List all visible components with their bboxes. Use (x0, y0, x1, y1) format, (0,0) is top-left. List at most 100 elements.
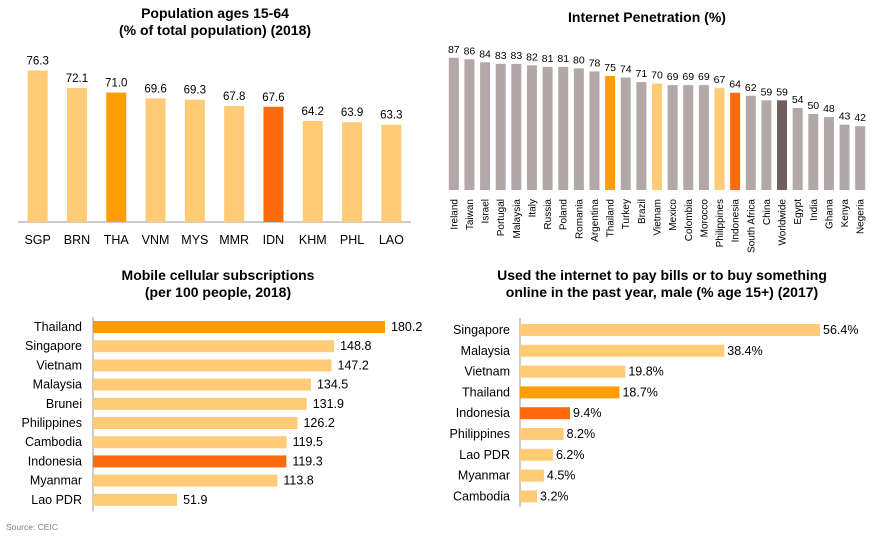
population-bar-khm (302, 120, 323, 222)
paybills-value-label-malaysia: 38.4% (727, 344, 762, 358)
internet-category-label-philippines: Philippines (715, 199, 726, 247)
paybills-value-label-indonesia: 9.4% (573, 406, 602, 420)
internet-category-label-south-africa: South Africa (746, 199, 757, 253)
internet-value-label-taiwan: 86 (464, 45, 476, 57)
internet-value-label-india: 50 (807, 100, 819, 112)
population-value-label-mys: 69.3 (184, 85, 206, 97)
mobile-bar-lao-pdr (93, 493, 178, 506)
paybills-value-label-singapore: 56.4% (823, 323, 858, 337)
internet-bar-south-africa (745, 95, 756, 190)
paybills-bar-thailand (520, 386, 620, 399)
paybills-title-line-2: online in the past year, male (% age 15+… (506, 284, 818, 300)
population-bar-mmr (224, 105, 245, 222)
internet-value-label-italy: 82 (526, 51, 538, 63)
internet-category-label-indonesia: Indonesia (731, 199, 742, 243)
mobile-category-label-indonesia: Indonesia (28, 454, 82, 468)
internet-bar-turkey (620, 77, 631, 190)
population-value-label-sgp: 76.3 (26, 55, 48, 67)
internet-bar-colombia (683, 85, 694, 190)
internet-category-label-china: China (762, 199, 773, 226)
mobile-category-label-malaysia: Malaysia (33, 378, 82, 392)
mobile-value-label-singapore: 148.8 (340, 339, 371, 353)
internet-bar-worldwide (777, 100, 788, 190)
internet-bar-thailand (605, 76, 616, 190)
population-category-label-tha: THA (104, 233, 130, 247)
internet-bar-philippines (714, 88, 725, 190)
mobile-subscriptions-chart: Mobile cellular subscriptions(per 100 pe… (22, 267, 422, 511)
internet-penetration-chart: Internet Penetration (%) 87 Ireland 86 Taiwa… (448, 9, 867, 253)
population-bar-brn (66, 87, 87, 222)
internet-category-label-poland: Poland (559, 199, 570, 230)
population-value-label-khm: 64.2 (302, 106, 324, 118)
internet-bar-brazil (636, 82, 647, 190)
internet-category-label-brazil: Brazil (637, 199, 648, 224)
internet-title-line-1: Internet Penetration (%) (568, 9, 726, 25)
paybills-value-label-thailand: 18.7% (622, 385, 657, 399)
mobile-category-label-brunei: Brunei (46, 397, 82, 411)
mobile-category-label-singapore: Singapore (25, 339, 82, 353)
internet-category-label-romania: Romania (574, 199, 585, 239)
internet-value-label-kenya: 43 (839, 111, 851, 123)
paybills-bar-singapore (520, 324, 820, 336)
internet-bar-china (761, 100, 772, 190)
internet-value-label-china: 59 (761, 86, 773, 98)
internet-bar-ireland (448, 57, 459, 191)
internet-category-label-thailand: Thailand (606, 199, 617, 237)
mobile-bar-philippines (93, 417, 298, 429)
internet-category-label-colombia: Colombia (684, 199, 695, 242)
population-title-line-1: Population ages 15-64 (141, 5, 289, 21)
mobile-value-label-malaysia: 134.5 (317, 378, 348, 392)
population-bar-vnm (145, 98, 166, 222)
paybills-bar-malaysia (520, 344, 725, 357)
population-chart: Population ages 15-64(% of total populat… (18, 5, 411, 247)
internet-bar-indonesia (730, 92, 741, 190)
internet-category-label-vietnam: Vietnam (653, 199, 664, 236)
mobile-value-label-philippines: 126.2 (303, 416, 334, 430)
population-category-label-sgp: SGP (24, 233, 50, 247)
internet-category-label-argentina: Argentina (590, 199, 601, 242)
population-value-label-vnm: 69.6 (144, 83, 166, 95)
mobile-title-line-2: (per 100 people, 2018) (145, 284, 291, 300)
mobile-bar-cambodia (93, 436, 287, 449)
internet-value-label-malaysia: 83 (510, 50, 522, 62)
population-value-label-mmr: 67.8 (223, 91, 245, 103)
internet-category-label-portugal: Portugal (496, 199, 507, 236)
mobile-value-label-cambodia: 119.5 (293, 435, 323, 449)
internet-value-label-worldwide: 59 (776, 86, 788, 98)
mobile-title-line-1: Mobile cellular subscriptions (122, 267, 315, 283)
mobile-category-label-lao-pdr: Lao PDR (31, 493, 82, 507)
paybills-bar-philippines (520, 428, 564, 440)
mobile-value-label-vietnam: 147.2 (338, 358, 369, 372)
internet-category-label-india: India (809, 199, 820, 221)
internet-category-label-malaysia: Malaysia (512, 199, 523, 239)
mobile-bar-malaysia (93, 378, 311, 391)
population-title-line-2: (% of total population) (2018) (119, 22, 311, 38)
mobile-value-label-thailand: 180.2 (391, 320, 422, 334)
mobile-value-label-lao-pdr: 51.9 (183, 493, 207, 507)
internet-category-label-taiwan: Taiwan (465, 199, 476, 230)
population-category-label-vnm: VNM (142, 233, 170, 247)
population-bar-lao (381, 124, 402, 222)
mobile-value-label-indonesia: 119.3 (292, 454, 322, 468)
internet-value-label-mexico: 69 (667, 71, 679, 83)
mobile-category-label-philippines: Philippines (22, 416, 82, 430)
mobile-category-label-vietnam: Vietnam (36, 358, 82, 372)
internet-category-label-ghana: Ghana (824, 199, 835, 229)
internet-bar-romania (573, 68, 584, 190)
paybills-value-label-myanmar: 4.5% (547, 469, 576, 483)
internet-value-label-vietnam: 70 (651, 70, 663, 82)
paybills-category-label-thailand: Thailand (462, 385, 510, 399)
population-bar-tha (106, 92, 127, 222)
population-value-label-idn: 67.6 (262, 92, 284, 104)
source-note: Source: CEIC (6, 522, 58, 532)
internet-value-label-israel: 84 (479, 48, 491, 60)
population-category-label-lao: LAO (379, 233, 404, 247)
population-bar-sgp (27, 70, 48, 222)
population-category-label-mmr: MMR (219, 233, 249, 247)
paybills-category-label-cambodia: Cambodia (453, 489, 510, 503)
internet-bar-morocco (698, 85, 709, 190)
internet-value-label-thailand: 75 (604, 62, 616, 74)
mobile-bar-myanmar (93, 474, 278, 487)
internet-value-label-egypt: 54 (792, 94, 804, 106)
